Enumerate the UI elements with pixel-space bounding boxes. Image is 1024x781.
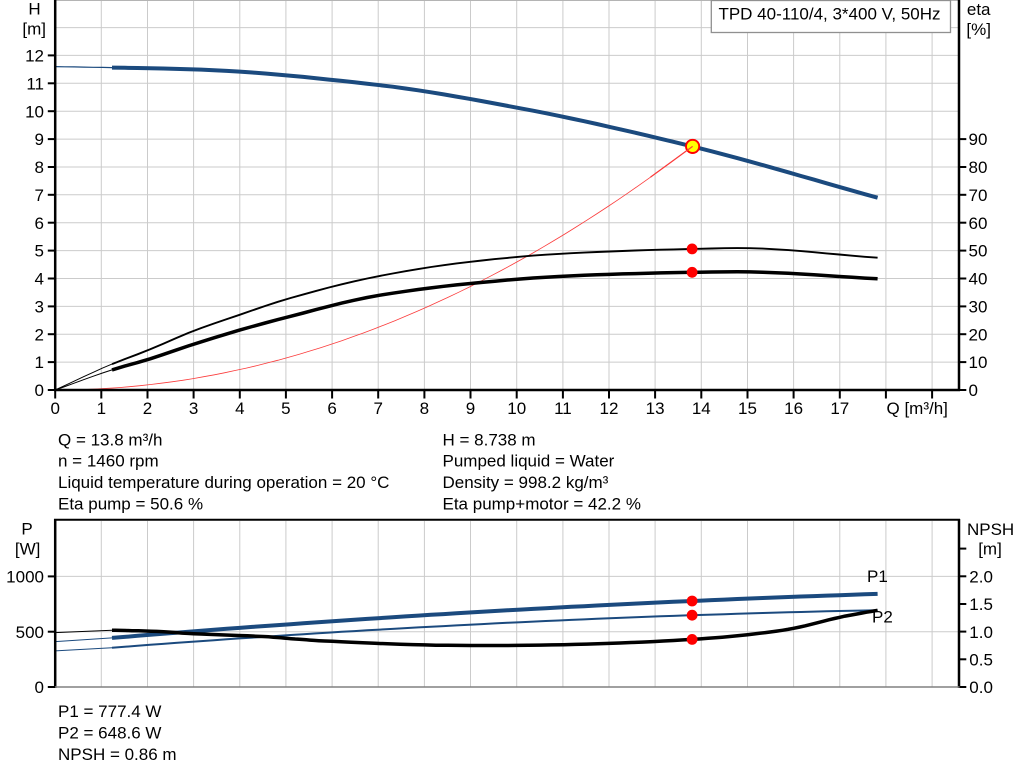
svg-text:500: 500 xyxy=(16,623,44,642)
svg-text:H = 8.738 m: H = 8.738 m xyxy=(443,430,536,449)
svg-text:Q = 13.8 m³/h: Q = 13.8 m³/h xyxy=(58,430,162,449)
svg-text:H: H xyxy=(28,0,40,19)
svg-text:8: 8 xyxy=(420,399,429,418)
svg-text:TPD 40-110/4, 3*400 V, 50Hz: TPD 40-110/4, 3*400 V, 50Hz xyxy=(718,4,940,23)
svg-text:17: 17 xyxy=(830,399,849,418)
svg-text:10: 10 xyxy=(25,102,44,121)
svg-text:7: 7 xyxy=(373,399,382,418)
svg-text:0: 0 xyxy=(35,678,44,697)
svg-text:1: 1 xyxy=(97,399,106,418)
svg-text:4: 4 xyxy=(235,399,244,418)
svg-text:Eta pump = 50.6 %: Eta pump = 50.6 % xyxy=(58,495,203,514)
svg-text:12: 12 xyxy=(25,47,44,66)
svg-text:Pumped liquid = Water: Pumped liquid = Water xyxy=(443,452,615,471)
svg-text:Q [m³/h]: Q [m³/h] xyxy=(887,399,948,418)
svg-text:eta: eta xyxy=(967,0,991,19)
svg-text:50: 50 xyxy=(969,242,988,261)
svg-text:20: 20 xyxy=(969,325,988,344)
svg-text:40: 40 xyxy=(969,270,988,289)
svg-text:13: 13 xyxy=(646,399,665,418)
svg-text:2.0: 2.0 xyxy=(969,567,993,586)
svg-text:[m]: [m] xyxy=(978,540,1002,559)
svg-text:3: 3 xyxy=(35,298,44,317)
svg-text:Eta pump+motor = 42.2 %: Eta pump+motor = 42.2 % xyxy=(443,495,641,514)
svg-text:60: 60 xyxy=(969,214,988,233)
svg-text:80: 80 xyxy=(969,158,988,177)
svg-text:9: 9 xyxy=(466,399,475,418)
svg-text:Density = 998.2 kg/m³: Density = 998.2 kg/m³ xyxy=(443,473,609,492)
svg-text:0: 0 xyxy=(50,399,59,418)
svg-text:NPSH: NPSH xyxy=(967,520,1014,539)
svg-text:11: 11 xyxy=(26,74,44,93)
svg-text:30: 30 xyxy=(969,298,988,317)
svg-text:2: 2 xyxy=(143,399,152,418)
svg-text:0: 0 xyxy=(35,381,44,400)
svg-text:5: 5 xyxy=(281,399,290,418)
svg-text:5: 5 xyxy=(35,242,44,261)
svg-text:6: 6 xyxy=(35,214,44,233)
svg-text:70: 70 xyxy=(969,186,988,205)
svg-text:NPSH = 0.86 m: NPSH = 0.86 m xyxy=(58,745,177,764)
svg-text:15: 15 xyxy=(738,399,757,418)
svg-text:1.5: 1.5 xyxy=(969,595,993,614)
svg-text:n = 1460 rpm: n = 1460 rpm xyxy=(58,452,159,471)
svg-text:0: 0 xyxy=(969,381,978,400)
svg-text:8: 8 xyxy=(35,158,44,177)
svg-text:[m]: [m] xyxy=(22,20,46,39)
svg-text:[W]: [W] xyxy=(15,540,41,559)
svg-text:[%]: [%] xyxy=(966,20,991,39)
svg-text:P2: P2 xyxy=(872,608,893,627)
svg-text:0.5: 0.5 xyxy=(969,650,993,669)
svg-text:P1 = 777.4 W: P1 = 777.4 W xyxy=(58,702,161,721)
svg-text:P1: P1 xyxy=(867,567,888,586)
svg-text:1: 1 xyxy=(35,353,44,372)
svg-text:P2 = 648.6 W: P2 = 648.6 W xyxy=(58,723,161,742)
svg-text:1000: 1000 xyxy=(6,568,44,587)
svg-text:9: 9 xyxy=(35,130,44,149)
svg-text:3: 3 xyxy=(189,399,198,418)
svg-text:12: 12 xyxy=(600,399,619,418)
svg-text:16: 16 xyxy=(784,399,803,418)
svg-text:Liquid temperature during oper: Liquid temperature during operation = 20… xyxy=(58,473,389,492)
svg-text:90: 90 xyxy=(969,130,988,149)
svg-text:10: 10 xyxy=(969,353,988,372)
svg-text:10: 10 xyxy=(507,399,526,418)
svg-text:11: 11 xyxy=(554,399,572,418)
svg-text:14: 14 xyxy=(692,399,711,418)
svg-text:6: 6 xyxy=(327,399,336,418)
svg-text:1.0: 1.0 xyxy=(969,623,993,642)
svg-text:7: 7 xyxy=(35,186,44,205)
svg-text:P: P xyxy=(21,520,32,539)
svg-text:2: 2 xyxy=(35,325,44,344)
svg-text:4: 4 xyxy=(35,270,44,289)
svg-text:0.0: 0.0 xyxy=(969,678,993,697)
